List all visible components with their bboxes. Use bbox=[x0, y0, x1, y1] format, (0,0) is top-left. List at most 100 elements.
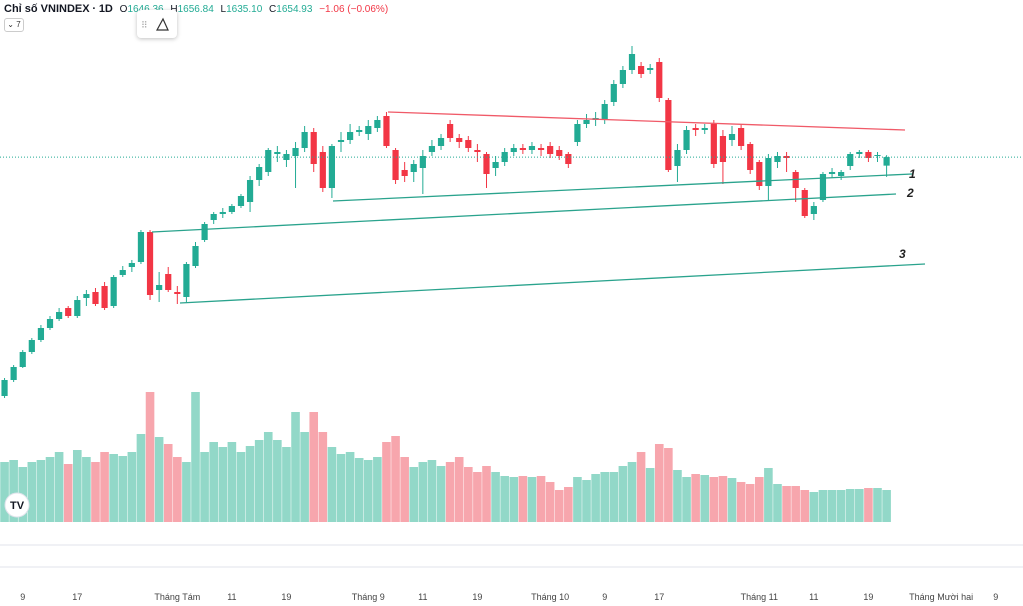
candle-body bbox=[528, 146, 536, 150]
volume-bar bbox=[27, 462, 37, 522]
volume-bar bbox=[100, 452, 109, 522]
volume-bar bbox=[373, 457, 382, 522]
trend-lines bbox=[151, 111, 926, 304]
volume-bar bbox=[391, 436, 400, 522]
ohlc-key: L bbox=[220, 4, 227, 15]
candle-body bbox=[292, 148, 299, 156]
volume-bar bbox=[254, 440, 264, 522]
candle-body bbox=[465, 140, 472, 148]
candle-body bbox=[856, 152, 863, 154]
candle-body bbox=[74, 300, 81, 316]
volume-bar bbox=[627, 462, 637, 522]
candle-body bbox=[246, 180, 254, 202]
candle-body bbox=[456, 138, 463, 142]
x-tick-label: 19 bbox=[281, 592, 291, 602]
volume-bar bbox=[527, 477, 537, 522]
volume-bar bbox=[282, 447, 291, 522]
candle-body bbox=[647, 68, 654, 70]
volume-bar bbox=[300, 432, 309, 522]
candle-body bbox=[601, 104, 608, 120]
candle-body bbox=[137, 232, 145, 262]
volume-bar bbox=[345, 452, 355, 522]
volume-bar bbox=[609, 472, 619, 522]
candle-body bbox=[328, 146, 336, 188]
volume-bar bbox=[227, 442, 237, 522]
volume-bar bbox=[327, 447, 337, 522]
volume-bar bbox=[54, 452, 64, 522]
support-line bbox=[179, 263, 926, 304]
candle-body bbox=[128, 263, 135, 267]
volume-bar bbox=[827, 490, 837, 522]
symbol-title: Chỉ số VNINDEX bbox=[4, 3, 90, 15]
volume-bar bbox=[63, 464, 73, 522]
volume-bar bbox=[882, 490, 891, 522]
volume-bar bbox=[582, 480, 591, 522]
drawing-toolbar[interactable]: ⠿ bbox=[137, 10, 177, 38]
volume-bar bbox=[191, 392, 200, 522]
x-tick-label: 9 bbox=[20, 592, 25, 602]
candle-body bbox=[201, 224, 208, 240]
candle-body bbox=[874, 155, 881, 156]
ohlc-value: 1646.36 bbox=[127, 4, 163, 15]
volume-bar bbox=[554, 490, 564, 522]
candle-body bbox=[883, 157, 890, 166]
indicator-toggle[interactable]: ⌄ 7 bbox=[4, 18, 24, 32]
volume-bar bbox=[654, 444, 664, 522]
volume-bar bbox=[573, 477, 582, 522]
volume-bar bbox=[591, 474, 600, 522]
candle-body bbox=[583, 120, 590, 124]
legend-header: Chỉ số VNINDEX · 1D O1646.36 H1656.84 L1… bbox=[4, 3, 388, 15]
x-tick-label: 19 bbox=[863, 592, 873, 602]
volume-bar bbox=[464, 467, 473, 522]
candle-body bbox=[428, 146, 436, 152]
x-tick-label: 9 bbox=[602, 592, 607, 602]
candle-body bbox=[156, 285, 163, 290]
candle-body bbox=[56, 312, 63, 319]
volume-bar bbox=[400, 457, 409, 522]
candle-body bbox=[101, 286, 108, 308]
candle-body bbox=[19, 352, 26, 367]
volume-bar bbox=[845, 489, 855, 522]
candle-body bbox=[401, 170, 408, 176]
volume-bar bbox=[318, 432, 328, 522]
candle-body bbox=[219, 212, 226, 214]
candle-body bbox=[383, 116, 390, 146]
candle-body bbox=[719, 136, 727, 162]
volume-bar bbox=[163, 444, 173, 522]
candle-body bbox=[374, 120, 381, 128]
volume-bar bbox=[118, 456, 128, 522]
candle-body bbox=[319, 152, 326, 188]
volume-bar bbox=[236, 452, 246, 522]
volume-bar bbox=[764, 468, 773, 522]
volume-bar bbox=[673, 470, 682, 522]
candle-body bbox=[301, 132, 308, 148]
candle-body bbox=[838, 172, 845, 176]
candle-body bbox=[392, 150, 399, 180]
candle-body bbox=[46, 319, 54, 328]
volume-bar bbox=[200, 452, 209, 522]
candle-body bbox=[847, 154, 854, 166]
volume-bar bbox=[363, 460, 373, 522]
volume-bar bbox=[354, 458, 364, 522]
volume-bar bbox=[145, 392, 155, 522]
x-tick-label: 11 bbox=[227, 592, 236, 602]
candle-body bbox=[765, 158, 772, 186]
support-line bbox=[332, 173, 913, 202]
volume-bar bbox=[664, 448, 673, 522]
candle-body bbox=[210, 214, 217, 220]
volume-bar bbox=[773, 484, 782, 522]
volume-bar bbox=[0, 462, 9, 522]
candle-body bbox=[628, 54, 636, 70]
annotation: 1 bbox=[909, 167, 916, 181]
change: −1.06 (−0.06%) bbox=[319, 4, 389, 15]
candle-body bbox=[474, 150, 481, 152]
candle-body bbox=[28, 340, 35, 352]
candle-body bbox=[92, 292, 99, 304]
x-tick-label: 11 bbox=[809, 592, 818, 602]
volume-bar bbox=[809, 492, 819, 522]
candle-body bbox=[110, 277, 117, 306]
candle-body bbox=[565, 154, 572, 164]
volume-bar bbox=[518, 476, 528, 522]
candle-body bbox=[547, 146, 554, 154]
candle-body bbox=[1, 380, 8, 396]
